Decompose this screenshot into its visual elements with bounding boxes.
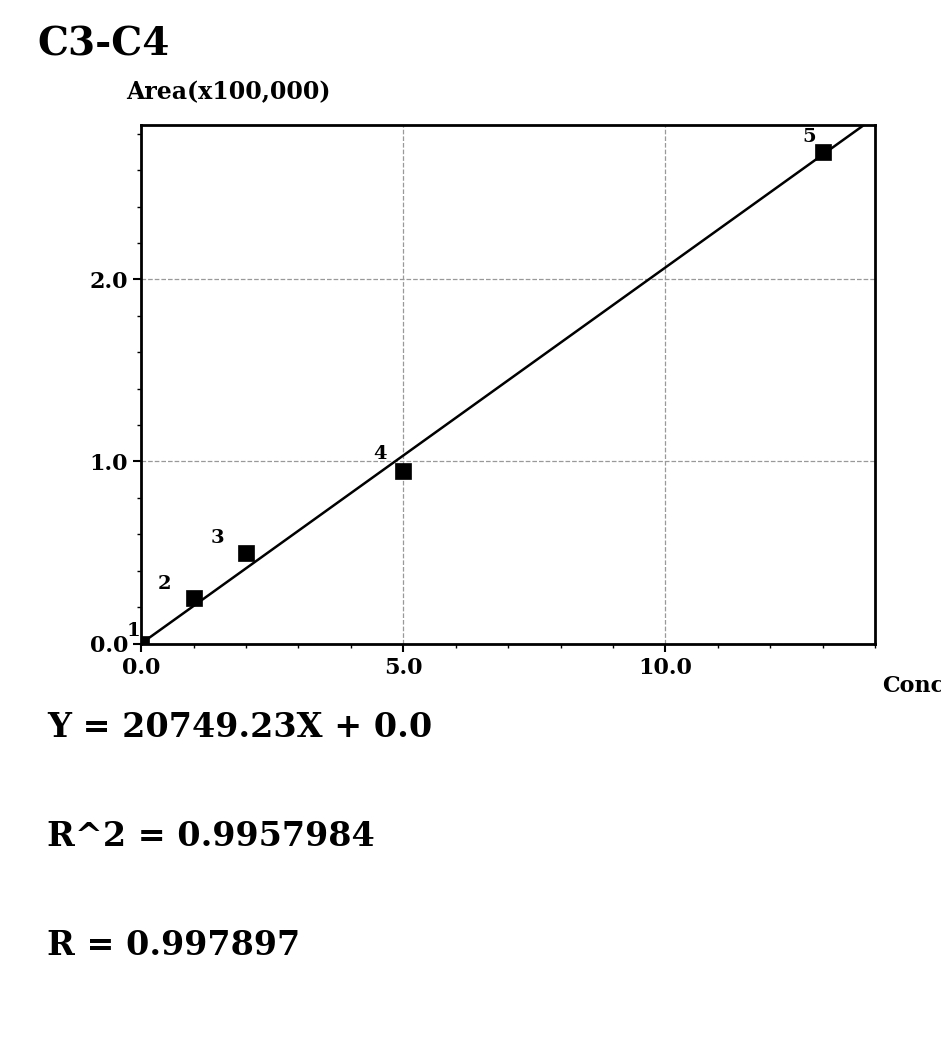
Text: 5: 5	[803, 129, 817, 146]
Text: 3: 3	[211, 529, 224, 547]
Text: 4: 4	[373, 445, 387, 463]
Text: 2: 2	[158, 575, 171, 593]
Text: R = 0.997897: R = 0.997897	[47, 929, 300, 962]
Text: R^2 = 0.9957984: R^2 = 0.9957984	[47, 820, 375, 853]
Text: Area(x100,000): Area(x100,000)	[126, 80, 331, 104]
Text: Y = 20749.23X + 0.0: Y = 20749.23X + 0.0	[47, 711, 432, 744]
Text: 1: 1	[126, 622, 140, 639]
Text: Conc.: Conc.	[883, 675, 941, 696]
Text: C3-C4: C3-C4	[38, 26, 170, 64]
